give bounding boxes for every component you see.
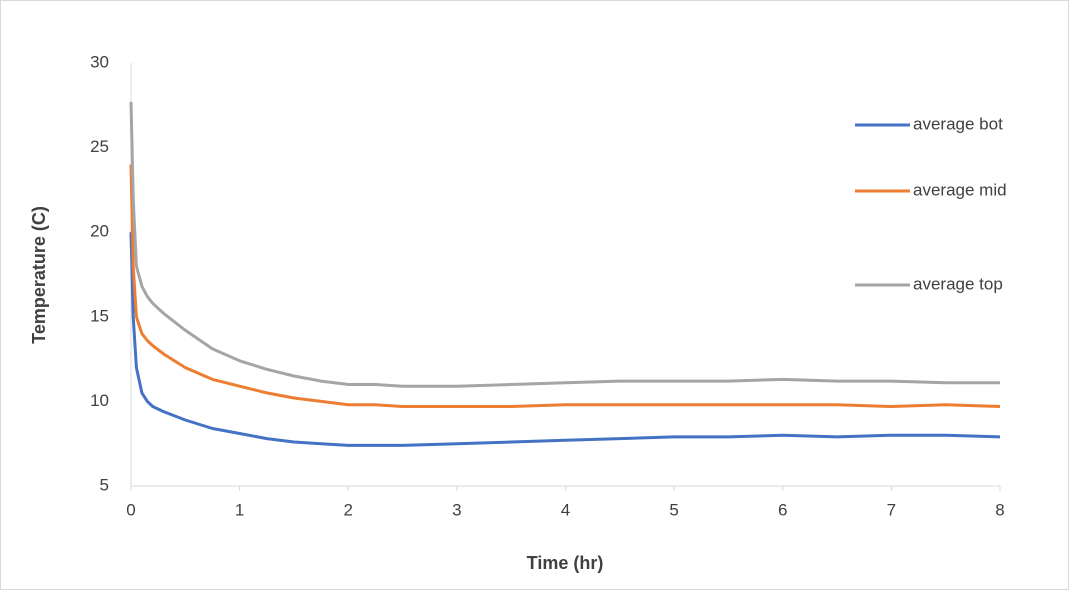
y-tick-label: 20: [90, 222, 109, 241]
x-tick-label: 3: [452, 500, 461, 519]
y-tick-label: 15: [90, 306, 109, 325]
y-axis-title: Temperature (C): [29, 206, 49, 344]
x-tick-label: 0: [126, 500, 135, 519]
legend-label: average top: [913, 274, 1003, 293]
x-tick-label: 7: [887, 500, 896, 519]
x-tick-label: 5: [669, 500, 678, 519]
x-tick-label: 8: [995, 500, 1004, 519]
x-tick-label: 4: [561, 500, 570, 519]
y-tick-label: 25: [90, 137, 109, 156]
x-axis-title: Time (hr): [527, 553, 604, 573]
chart-frame: [1, 1, 1069, 590]
legend-label: average mid: [913, 180, 1007, 199]
y-tick-label: 10: [90, 391, 109, 410]
x-tick-label: 2: [344, 500, 353, 519]
legend-label: average bot: [913, 114, 1003, 133]
y-tick-label: 5: [100, 475, 109, 494]
chart: Time (hr) Temperature (C) 51015202530012…: [0, 0, 1069, 590]
x-tick-label: 6: [778, 500, 787, 519]
y-tick-label: 30: [90, 52, 109, 71]
x-tick-label: 1: [235, 500, 244, 519]
